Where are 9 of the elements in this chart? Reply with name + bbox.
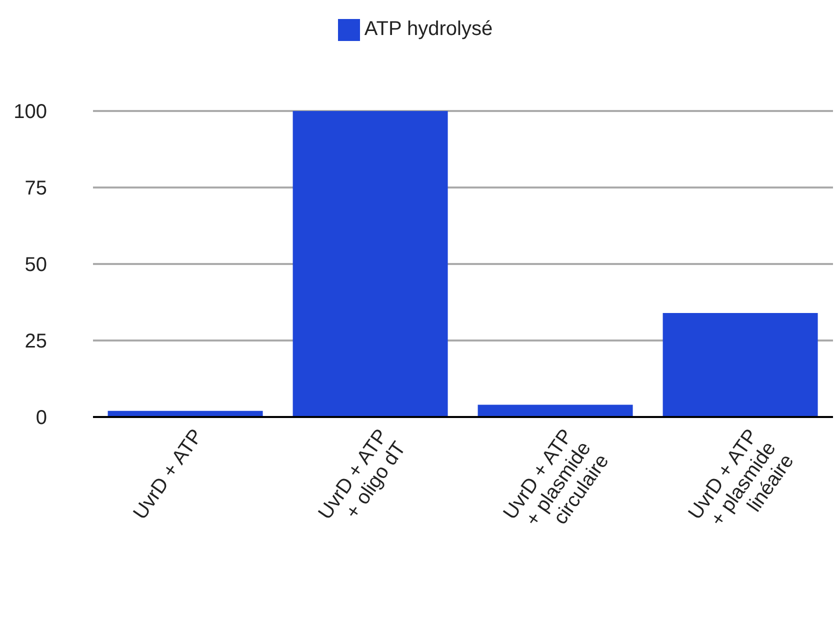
y-tick-label: 100 <box>14 101 47 124</box>
y-tick-label: 75 <box>24 178 47 200</box>
bar <box>662 312 818 417</box>
bar <box>292 111 448 417</box>
legend-label: ATP hydrolysé <box>364 18 493 40</box>
y-tick-label: 50 <box>24 254 47 276</box>
y-tick-label: 25 <box>24 330 47 353</box>
y-tick-label: 0 <box>36 407 47 430</box>
bar <box>478 404 633 417</box>
